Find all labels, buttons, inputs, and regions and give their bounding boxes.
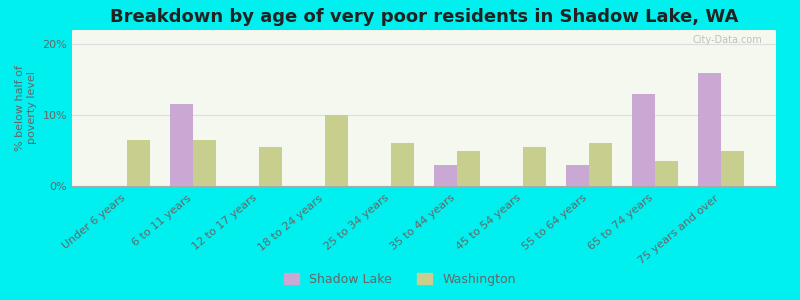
Bar — [434, 165, 457, 186]
Text: City-Data.com: City-Data.com — [692, 35, 762, 45]
Title: Breakdown by age of very poor residents in Shadow Lake, WA: Breakdown by age of very poor residents … — [110, 8, 738, 26]
Bar — [325, 115, 348, 186]
Bar — [523, 147, 546, 186]
Bar — [457, 151, 480, 186]
Bar — [170, 104, 193, 186]
Bar — [566, 165, 589, 186]
Bar — [655, 161, 678, 186]
Bar — [193, 140, 216, 186]
Bar — [721, 151, 744, 186]
Bar — [589, 143, 612, 186]
Bar — [127, 140, 150, 186]
Bar — [698, 73, 721, 186]
Bar — [391, 143, 414, 186]
Legend: Shadow Lake, Washington: Shadow Lake, Washington — [279, 268, 521, 291]
Bar — [259, 147, 282, 186]
Bar — [632, 94, 655, 186]
Y-axis label: % below half of
poverty level: % below half of poverty level — [15, 65, 37, 151]
